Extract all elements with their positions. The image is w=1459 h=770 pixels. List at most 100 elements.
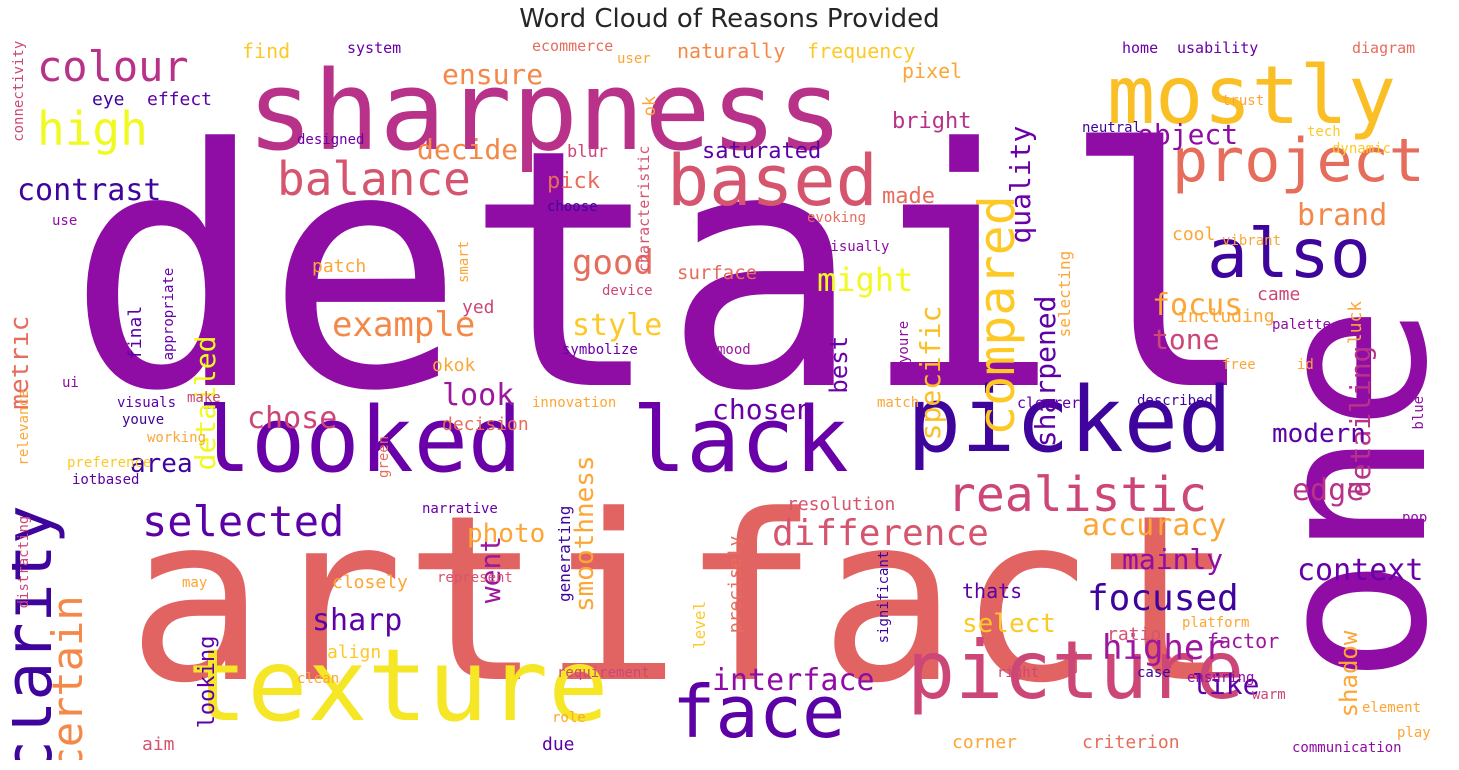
word-difference: difference <box>772 513 989 554</box>
word-tech: tech <box>1307 124 1341 140</box>
word-case: case <box>1137 665 1171 681</box>
word-style: style <box>572 308 663 343</box>
word-select: select <box>962 609 1056 639</box>
word-patch: patch <box>312 256 367 277</box>
word-generating: generating <box>555 505 574 602</box>
word-focus: focus <box>1152 288 1243 323</box>
word-requirement: requirement <box>557 665 650 681</box>
word-photo: photo <box>467 519 546 549</box>
word-pixel: pixel <box>902 59 963 83</box>
word-preference: preference <box>67 455 152 471</box>
word-use: use <box>52 213 78 229</box>
word-ratio: ratio <box>1107 624 1162 645</box>
word-look: look <box>442 378 515 413</box>
page-title: Word Cloud of Reasons Provided <box>519 4 940 34</box>
word-higher: higher <box>1102 628 1225 668</box>
word-context: context <box>1297 553 1424 588</box>
word-looked: looked <box>197 388 523 493</box>
word-working: working <box>147 430 207 446</box>
word-trust: trust <box>1222 93 1265 109</box>
word-evoking: evoking <box>807 210 867 226</box>
word-symbolize: symbolize <box>562 342 638 358</box>
word-ecommerce: ecommerce <box>532 37 614 55</box>
word-pick: pick <box>547 169 600 194</box>
word-naturally: naturally <box>677 39 786 63</box>
word-system: system <box>347 39 402 57</box>
word-mood: mood <box>717 342 751 358</box>
word-including: including <box>1177 306 1275 327</box>
word-youve: youve <box>122 412 165 428</box>
word-id: id <box>1297 357 1314 373</box>
word-okok: okok <box>432 355 476 376</box>
word-vibrant: vibrant <box>1222 233 1282 249</box>
word-decide: decide <box>417 133 519 166</box>
word-due: due <box>542 734 575 755</box>
word-may: may <box>182 575 208 591</box>
word-surface: surface <box>677 262 758 284</box>
word-object: object <box>1137 118 1239 151</box>
word-platform: platform <box>1182 615 1250 631</box>
word-brand: brand <box>1297 198 1388 233</box>
word-visuals: visuals <box>117 395 177 411</box>
word-lack: lack <box>632 388 849 493</box>
word-quality: quality <box>1004 125 1037 244</box>
word-clean: clean <box>297 671 340 687</box>
word-balance: balance <box>277 152 471 206</box>
word-shadow: shadow <box>1335 630 1363 718</box>
word-artifact: artifact <box>127 467 1235 734</box>
word-distracting: distracting <box>16 515 32 609</box>
word-dynamic: dynamic <box>1332 141 1392 157</box>
word-connectivity: connectivity <box>12 40 27 142</box>
word-luck: luck <box>1345 300 1366 345</box>
word-also: also <box>1207 215 1371 294</box>
word-element: element <box>1362 700 1422 716</box>
word-mostly: mostly <box>1107 49 1396 142</box>
word-yed: yed <box>462 297 495 318</box>
word-project: project <box>1172 126 1425 196</box>
word-clearer: clearer <box>1017 394 1081 412</box>
word-contrast: contrast <box>17 173 162 208</box>
word-diagram: diagram <box>1352 39 1416 57</box>
word-ensure: ensure <box>442 58 544 91</box>
word-eye: eye <box>92 89 125 110</box>
word-youre: youre <box>896 320 912 363</box>
word-home: home <box>1122 39 1159 57</box>
word-characteristic: characteristic <box>635 145 653 272</box>
word-closely: closely <box>332 572 408 593</box>
word-blue: blue <box>1411 395 1427 430</box>
word-blur: blur <box>567 142 608 162</box>
word-texture: texture <box>187 627 609 744</box>
word-warm: warm <box>1252 687 1286 703</box>
word-represent: represent <box>437 570 513 586</box>
word-play: play <box>1397 725 1431 741</box>
word-palette: palette <box>1272 317 1332 333</box>
word-chose: chose <box>247 401 338 436</box>
word-picked: picked <box>907 368 1233 473</box>
word-thats: thats <box>962 579 1023 603</box>
word-match: match <box>877 395 920 411</box>
word-edge: edge <box>1292 473 1365 508</box>
word-role: role <box>552 710 586 726</box>
word-factor: factor <box>1207 629 1280 653</box>
word-visually: visually <box>822 239 890 255</box>
word-best: best <box>825 335 853 394</box>
word-looking: looking <box>195 635 220 729</box>
word-sharpness: sharpness <box>247 47 844 175</box>
word-cool: cool <box>1172 224 1216 245</box>
word-described: described <box>1137 393 1213 409</box>
word-appropriate: appropriate <box>161 267 177 361</box>
word-criterion: criterion <box>1082 732 1180 753</box>
word-accuracy: accuracy <box>1082 508 1227 543</box>
word-face: face <box>672 670 846 754</box>
word-certain: certain <box>43 595 92 760</box>
word-relevance: relevance <box>16 389 32 466</box>
word-ok: ok <box>640 95 660 117</box>
word-area: area <box>130 449 193 479</box>
word-narrative: narrative <box>422 501 498 517</box>
word-effect: effect <box>147 89 213 110</box>
word-mainly: mainly <box>1122 543 1224 576</box>
word-detail: detail <box>67 79 1260 463</box>
word-based: based <box>667 140 878 222</box>
word-came: came <box>1257 284 1301 305</box>
word-realistic: realistic <box>947 467 1208 523</box>
